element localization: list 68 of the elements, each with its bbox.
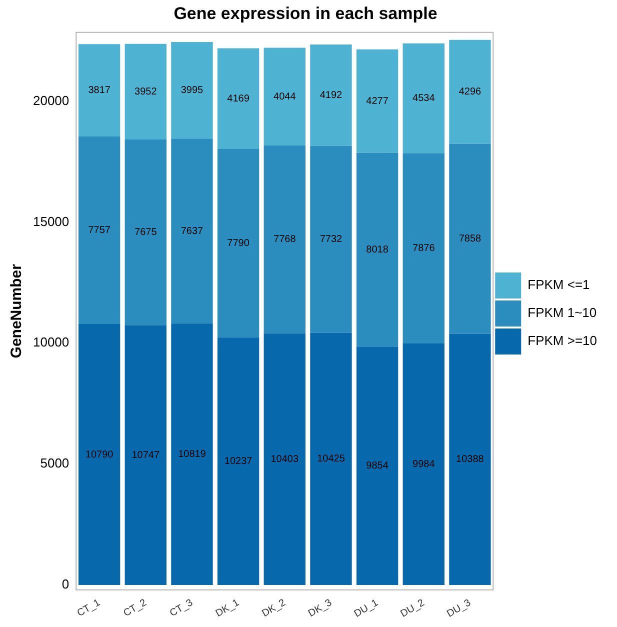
bar	[171, 323, 213, 585]
chart-title: Gene expression in each sample	[174, 4, 438, 23]
bar	[124, 325, 166, 585]
legend-label: FPKM 1~10	[528, 305, 597, 320]
y-tick-label: 20000	[32, 92, 70, 108]
bar	[264, 48, 306, 146]
x-tick-label: CT_3	[168, 597, 196, 620]
bar	[264, 146, 306, 334]
data-label: 4277	[366, 96, 389, 107]
data-label: 3952	[134, 86, 158, 98]
data-label: 4044	[274, 91, 296, 102]
bar	[402, 153, 444, 344]
bar	[310, 332, 352, 585]
data-label: 10747	[132, 450, 160, 461]
bar	[124, 44, 166, 140]
bar	[264, 333, 306, 585]
legend-label: FPKM >=10	[528, 333, 598, 348]
bar	[310, 146, 352, 333]
y-tick-label: 15000	[32, 214, 70, 229]
data-label: 10425	[317, 454, 346, 465]
data-label: 7637	[180, 226, 204, 237]
data-label: 7876	[412, 243, 436, 254]
bar	[356, 346, 398, 585]
data-label: 4534	[412, 93, 436, 104]
bar	[217, 149, 260, 338]
data-label: 10237	[224, 456, 253, 467]
bar	[171, 138, 213, 324]
legend-label: FPKM <=1	[528, 277, 590, 292]
data-label: 10388	[456, 454, 484, 466]
bar	[402, 43, 444, 154]
bar	[449, 40, 491, 144]
bar	[310, 44, 352, 146]
data-label: 7768	[274, 234, 296, 246]
bar	[449, 334, 491, 585]
x-tick-label: CT_2	[122, 597, 149, 620]
y-tick-label: 5000	[40, 456, 70, 471]
data-label: 9854	[366, 460, 389, 472]
data-label: 4192	[320, 90, 343, 101]
data-label: 10790	[85, 449, 114, 460]
bar	[217, 337, 260, 585]
bar	[217, 48, 260, 150]
data-label: 7732	[320, 234, 343, 246]
bar	[78, 324, 120, 585]
y-axis-title: GeneNumber	[8, 264, 26, 358]
data-label: 3995	[180, 85, 204, 96]
data-label: 7675	[134, 227, 158, 238]
bar	[78, 44, 120, 136]
bar	[402, 344, 444, 585]
bar	[78, 136, 120, 324]
data-label: 4296	[458, 86, 482, 98]
data-label: 4169	[227, 93, 250, 104]
bar	[124, 139, 166, 326]
data-label: 7790	[227, 238, 250, 249]
bar	[171, 42, 213, 139]
bar	[356, 152, 398, 347]
y-tick-label: 10000	[32, 334, 70, 350]
data-label: 3817	[88, 85, 111, 96]
y-tick-label: 0	[62, 576, 70, 592]
data-label: 8018	[366, 244, 389, 256]
x-tick-label: CT_1	[76, 597, 103, 620]
data-label: 7858	[458, 234, 482, 245]
data-label: 10403	[270, 454, 299, 465]
bar	[449, 144, 491, 334]
data-label: 9984	[412, 459, 436, 470]
data-label: 10819	[178, 448, 206, 460]
data-label: 7757	[88, 225, 111, 236]
x-tick-label: DK_1	[214, 597, 242, 620]
bar	[356, 49, 398, 153]
